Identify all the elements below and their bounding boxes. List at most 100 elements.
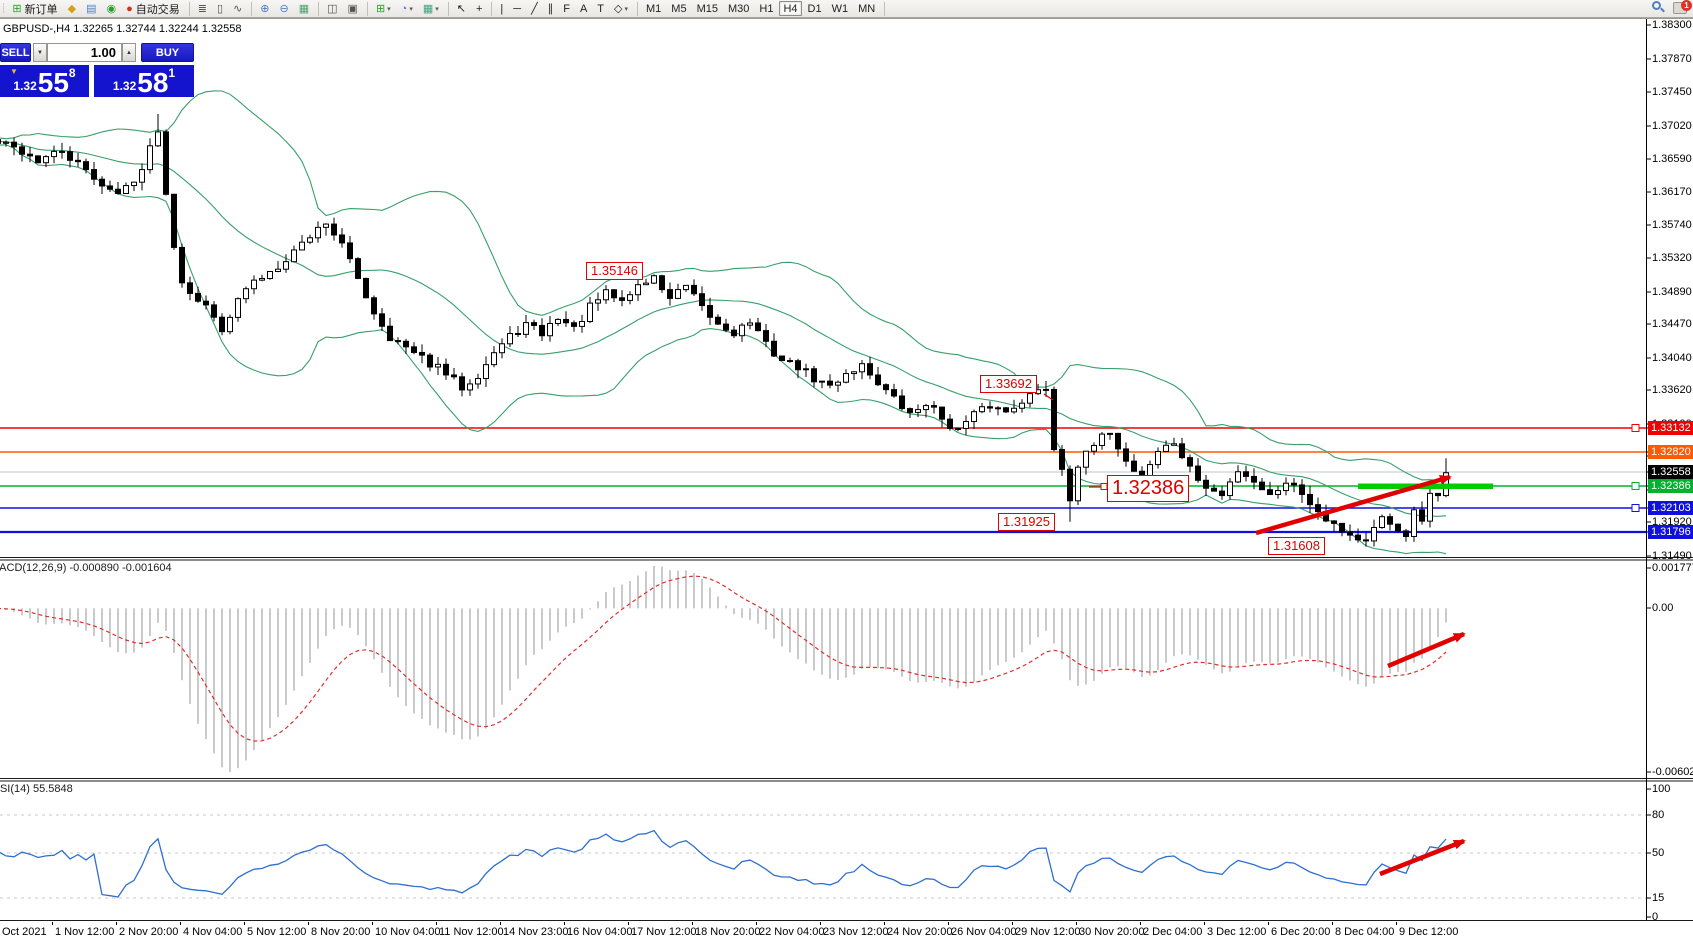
price-axis-tick: 1.35320 bbox=[1652, 252, 1692, 264]
line-handle[interactable] bbox=[1631, 504, 1640, 512]
sell-price-pips: 55 bbox=[37, 67, 69, 98]
trend-arrow-2[interactable] bbox=[1387, 631, 1466, 669]
time-axis-label: 10 Nov 04:00 bbox=[375, 926, 441, 938]
price-annotation-1.31925[interactable]: 1.31925 bbox=[998, 513, 1055, 532]
autotrading-button[interactable]: ● 自动交易 bbox=[122, 1, 184, 17]
add-indicator-icon[interactable]: ⊞ ▾ bbox=[372, 1, 395, 17]
cursor-icon[interactable]: ↖ bbox=[453, 1, 470, 17]
timeframe-m15[interactable]: M15 bbox=[696, 2, 718, 15]
period-selector-icon[interactable]: ◔ ▾ bbox=[397, 1, 417, 17]
timeframe-m1[interactable]: M1 bbox=[646, 2, 662, 15]
time-axis-tick bbox=[756, 922, 757, 925]
time-axis-label: 23 Nov 12:00 bbox=[823, 926, 889, 938]
line-handle[interactable] bbox=[1631, 424, 1640, 432]
time-axis-tick bbox=[1332, 922, 1333, 925]
auto-arrange-icon[interactable]: ◫ bbox=[323, 1, 341, 17]
macd-signal-line bbox=[0, 575, 1447, 742]
equidistant-channel-icon: ∥ bbox=[547, 2, 554, 15]
volume-decrease-button[interactable]: ▼ bbox=[33, 43, 47, 62]
rsi-axis-50: 50 bbox=[1652, 847, 1665, 859]
timeframe-d1[interactable]: D1 bbox=[807, 2, 822, 15]
rsi-axis-15: 15 bbox=[1652, 892, 1665, 904]
metaeditor-icon[interactable]: ◆ bbox=[64, 1, 80, 17]
chart-template-icon[interactable]: ▦ ▾ bbox=[419, 1, 443, 17]
price-axis-tick: 1.31490 bbox=[1652, 550, 1692, 562]
search-lens bbox=[1652, 1, 1661, 10]
line-chart-icon[interactable]: ∿ bbox=[229, 1, 246, 17]
macd-indicator-label: MACD(12,26,9) -0.000890 -0.001604 bbox=[0, 562, 172, 574]
time-axis-tick bbox=[692, 922, 693, 925]
bar-chart-icon[interactable]: ≣ bbox=[194, 1, 211, 17]
price-axis-tick: 1.36590 bbox=[1652, 153, 1692, 165]
buy-button[interactable]: BUY bbox=[141, 43, 194, 62]
text-icon[interactable]: A bbox=[576, 1, 591, 17]
bollinger-lower-band bbox=[0, 144, 1447, 555]
search-icon[interactable] bbox=[1652, 1, 1665, 14]
time-axis-label: 5 Nov 12:00 bbox=[247, 926, 307, 938]
price-axis-tick: 1.37870 bbox=[1652, 53, 1692, 65]
crosshair-icon: + bbox=[475, 2, 483, 15]
trendline-icon[interactable]: ╱ bbox=[527, 1, 542, 17]
fibonacci-icon[interactable]: F bbox=[559, 1, 574, 17]
signals-icon[interactable]: ◉ bbox=[103, 1, 121, 17]
buy-price-pips: 58 bbox=[137, 67, 169, 98]
chart-canvas bbox=[0, 18, 1693, 921]
notifications-icon[interactable]: 1 bbox=[1673, 0, 1692, 14]
trend-arrow-1[interactable] bbox=[1255, 474, 1452, 536]
sell-button[interactable]: SELL bbox=[0, 43, 31, 62]
time-axis-label: 29 Nov 12:00 bbox=[1015, 926, 1081, 938]
candlestick-chart-icon[interactable]: ▯ bbox=[213, 1, 227, 17]
tile-windows-icon[interactable]: ▦ bbox=[295, 1, 313, 17]
zoom-in-icon[interactable]: ⊕ bbox=[256, 1, 273, 17]
time-axis-tick bbox=[372, 922, 373, 925]
time-axis-label: 9 Dec 12:00 bbox=[1399, 926, 1459, 938]
volume-increase-button[interactable]: ▲ bbox=[122, 43, 136, 62]
toolbar-separator bbox=[447, 1, 449, 16]
timeframe-mn[interactable]: MN bbox=[858, 2, 876, 15]
price-annotation-1.31608[interactable]: 1.31608 bbox=[1268, 537, 1325, 556]
macd-axis-min: -0.00602 bbox=[1652, 766, 1693, 778]
price-annotation-1.33692[interactable]: 1.33692 bbox=[980, 375, 1037, 394]
price-annotation-1.35146[interactable]: 1.35146 bbox=[586, 262, 643, 281]
timeframe-m30[interactable]: M30 bbox=[727, 2, 750, 15]
text-icon: A bbox=[579, 2, 588, 15]
time-axis: Oct 2021 1 Nov 12:00 2 Nov 20:00 4 Nov 04:0… bbox=[0, 922, 1693, 942]
text-label-icon[interactable]: T bbox=[593, 1, 608, 17]
bollinger-middle-band bbox=[0, 140, 1447, 517]
toolbar-grip: ┊ bbox=[1, 3, 7, 13]
arrows-tool-icon[interactable]: ◇ ▾ bbox=[610, 1, 632, 17]
macd-axis-zero: 0.00 bbox=[1652, 602, 1674, 615]
vertical-line-icon[interactable]: | bbox=[496, 1, 507, 17]
volume-input[interactable] bbox=[47, 43, 122, 62]
time-axis-label: 2 Nov 20:00 bbox=[119, 926, 179, 938]
chart-title: GBPUSD-,H4 1.32265 1.32744 1.32244 1.325… bbox=[3, 23, 242, 35]
new-order-button[interactable]: ⊞ 新订单 bbox=[8, 1, 61, 17]
equidistant-channel-icon[interactable]: ∥ bbox=[544, 1, 558, 17]
price-axis-label-1.32386: 1.32386 bbox=[1648, 479, 1693, 493]
timeframe-w1[interactable]: W1 bbox=[831, 2, 849, 15]
zoom-out-icon[interactable]: ⊖ bbox=[276, 1, 293, 17]
trend-arrow-3[interactable] bbox=[1379, 838, 1466, 877]
timeframe-h4[interactable]: H4 bbox=[779, 1, 802, 16]
marketwatch-icon: ▤ bbox=[86, 2, 97, 15]
bar-chart-icon: ≣ bbox=[197, 2, 207, 15]
price-axis-label-1.32820: 1.32820 bbox=[1648, 445, 1693, 459]
marketwatch-icon[interactable]: ▤ bbox=[82, 1, 100, 17]
line-handle[interactable] bbox=[1631, 482, 1640, 490]
chevron-down-icon: ▾ bbox=[435, 5, 439, 13]
crosshair-icon[interactable]: + bbox=[472, 1, 486, 17]
time-axis-label: 30 Nov 20:00 bbox=[1079, 926, 1145, 938]
sell-price-display[interactable]: 1.32 55 8 bbox=[0, 65, 89, 97]
buy-price-big-figure: 1.32 bbox=[112, 79, 137, 93]
toolbar-separator bbox=[491, 1, 493, 16]
search-handle bbox=[1660, 7, 1665, 13]
price-annotation-1.32386[interactable]: 1.32386 bbox=[1107, 475, 1190, 502]
timeframe-m5[interactable]: M5 bbox=[671, 2, 687, 15]
buy-price-display[interactable]: 1.32 58 1 bbox=[94, 65, 194, 97]
time-axis-tick bbox=[884, 922, 885, 925]
track-chart-icon[interactable]: ▣ bbox=[344, 1, 362, 17]
horizontal-line-icon[interactable]: ─ bbox=[509, 1, 525, 17]
timeframe-h1[interactable]: H1 bbox=[759, 2, 774, 15]
price-axis-label-1.32558: 1.32558 bbox=[1648, 465, 1693, 479]
price-axis-label-1.32103: 1.32103 bbox=[1648, 501, 1693, 515]
